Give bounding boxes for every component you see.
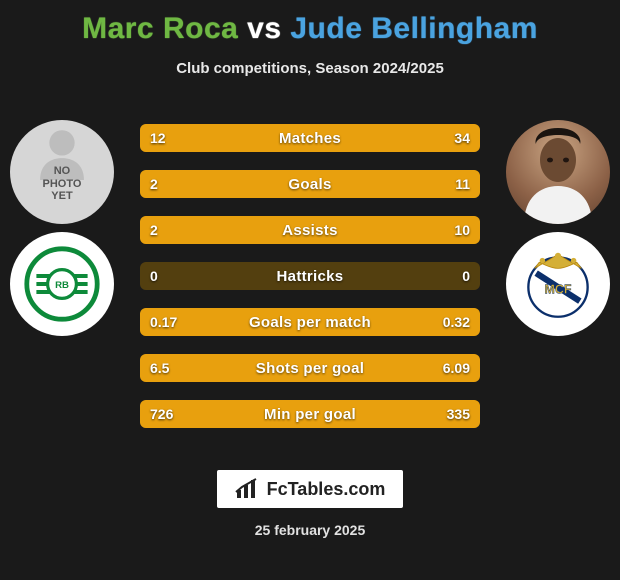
stat-label: Shots per goal — [140, 354, 480, 382]
left-column: NO PHOTO YET RB — [2, 120, 122, 336]
stat-label: Goals — [140, 170, 480, 198]
page-title: Marc Roca vs Jude Bellingham — [0, 0, 620, 46]
club2-crest-icon: MCF — [519, 245, 597, 323]
title-player1: Marc Roca — [82, 12, 238, 45]
footer: FcTables.com 25 february 2025 — [0, 470, 620, 538]
title-player2: Jude Bellingham — [290, 12, 538, 45]
stat-label: Goals per match — [140, 308, 480, 336]
stat-value-right: 11 — [445, 170, 480, 198]
stat-label: Hattricks — [140, 262, 480, 290]
stat-value-left: 0.17 — [140, 308, 187, 336]
subtitle: Club competitions, Season 2024/2025 — [0, 60, 620, 77]
stat-row: Min per goal726 335 — [140, 400, 480, 428]
date-label: 25 february 2025 — [255, 522, 366, 538]
stat-row: Matches12 34 — [140, 124, 480, 152]
stat-value-left: 726 — [140, 400, 183, 428]
stat-value-left: 6.5 — [140, 354, 179, 382]
player2-avatar — [506, 120, 610, 224]
stat-label: Matches — [140, 124, 480, 152]
title-vs: vs — [247, 12, 281, 45]
right-column: MCF — [498, 120, 618, 336]
root: Marc Roca vs Jude Bellingham Club compet… — [0, 0, 620, 580]
brand-box: FcTables.com — [217, 470, 404, 508]
club2-badge: MCF — [506, 232, 610, 336]
stat-label: Assists — [140, 216, 480, 244]
stats-bars: Matches1234Goals211Assists210Hattricks00… — [140, 124, 480, 428]
stat-value-right: 6.09 — [433, 354, 480, 382]
stat-value-left: 12 — [140, 124, 176, 152]
stat-value-left: 2 — [140, 216, 168, 244]
brand-label: FcTables.com — [267, 479, 386, 500]
stat-row: Hattricks0 0 — [140, 262, 480, 290]
stat-value-right: 10 — [444, 216, 480, 244]
placeholder-text: NO PHOTO YET — [43, 165, 82, 203]
stat-label: Min per goal — [140, 400, 480, 428]
player1-avatar: NO PHOTO YET — [10, 120, 114, 224]
stat-value-right: 335 — [437, 400, 480, 428]
stat-row: Shots per goal6.5 6.09 — [140, 354, 480, 382]
brand-chart-icon — [235, 478, 259, 500]
stat-row: Goals per match0.17 0.32 — [140, 308, 480, 336]
stat-row: Goals2 11 — [140, 170, 480, 198]
stat-value-left: 2 — [140, 170, 168, 198]
player2-silhouette-icon — [506, 120, 610, 224]
stat-row: Assists2 10 — [140, 216, 480, 244]
stat-value-right: 0.32 — [433, 308, 480, 336]
stat-value-left: 0 — [140, 262, 168, 290]
stat-value-right: 34 — [444, 124, 480, 152]
svg-text:RB: RB — [55, 280, 69, 291]
club1-crest-icon: RB — [22, 244, 102, 324]
club1-badge: RB — [10, 232, 114, 336]
stat-value-right: 0 — [452, 262, 480, 290]
svg-text:MCF: MCF — [544, 282, 571, 296]
